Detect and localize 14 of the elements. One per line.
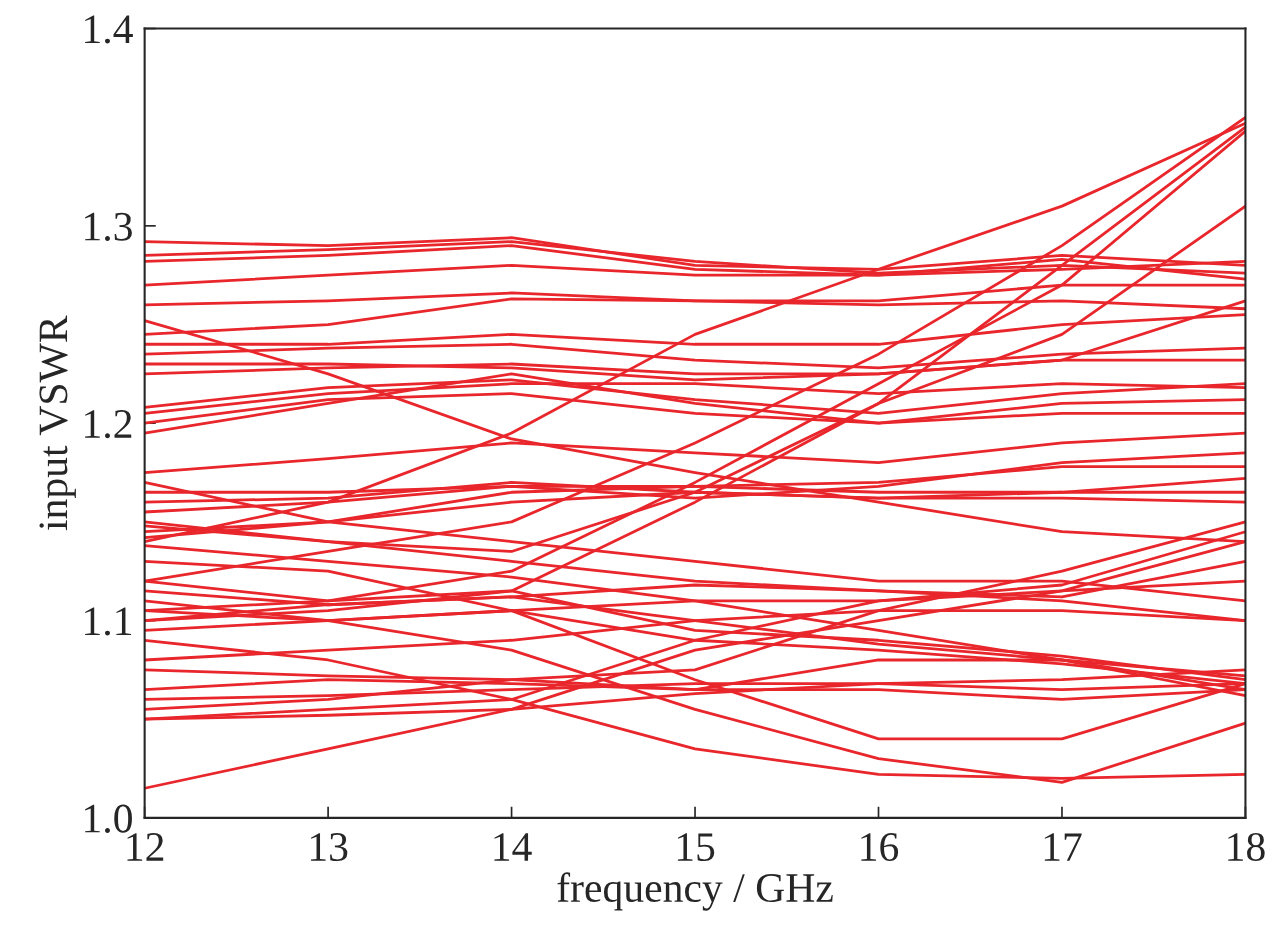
x-axis-title: frequency / GHz — [557, 872, 833, 911]
y-axis-title: input VSWR — [39, 315, 76, 531]
y-tick-label: 1.4 — [85, 15, 133, 44]
y-tick-label: 1.2 — [85, 410, 132, 439]
x-tick-label: 15 — [677, 833, 715, 862]
y-tick-label: 1.1 — [85, 607, 132, 636]
x-tick-label: 13 — [310, 833, 348, 862]
y-tick-label: 1.0 — [85, 804, 132, 833]
x-tick-label: 12 — [127, 833, 164, 861]
x-tick-label: 17 — [1044, 833, 1082, 861]
x-tick-label: 16 — [861, 833, 899, 862]
y-tick-label: 1.3 — [85, 212, 132, 241]
x-tick-label: 18 — [1228, 832, 1265, 862]
x-tick-label: 14 — [494, 833, 532, 861]
